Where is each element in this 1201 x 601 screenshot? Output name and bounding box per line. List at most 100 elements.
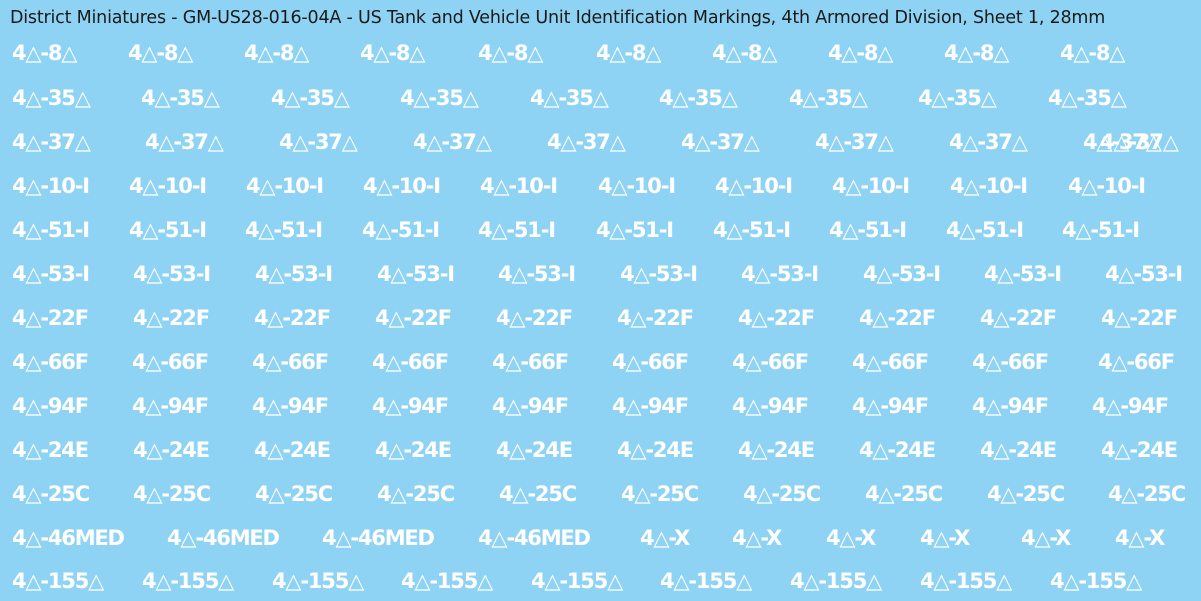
unit-marking: 4△-8△ — [128, 41, 193, 65]
unit-marking: 4△-35△ — [271, 86, 350, 110]
unit-marking: 4△-94F — [852, 394, 929, 418]
unit-marking: 4△-22F — [375, 306, 452, 330]
unit-marking: 4△-46MED — [478, 526, 591, 550]
marking-row: 4△-53-I 4△-53-I 4△-53-I 4△-53-I 4△-53-I 4△-53… — [0, 261, 1201, 297]
unit-marking: 4△-24E — [1101, 438, 1178, 462]
marking-row: 4△-10-I 4△-10-I 4△-10-I 4△-10-I 4△-10-I 4△-10… — [0, 173, 1201, 209]
unit-marking: 4△-35△ — [918, 86, 997, 110]
unit-marking: 4△-94F — [732, 394, 809, 418]
unit-marking: 4△-35△ — [12, 86, 91, 110]
unit-marking: 4△-X — [640, 526, 690, 550]
unit-marking: 4△-35△ — [789, 86, 868, 110]
unit-marking: 4△-37△ — [279, 130, 358, 154]
marking-row: 4△-66F 4△-66F 4△-66F 4△-66F 4△-66F 4△-66F 4△-6… — [0, 349, 1201, 385]
unit-marking: 4△-10-I — [715, 174, 793, 198]
unit-marking: 4△-8△ — [1060, 41, 1125, 65]
unit-marking: 4△-24E — [12, 438, 89, 462]
unit-marking: 4△-35△ — [530, 86, 609, 110]
unit-marking: 4△-155△ — [1050, 569, 1142, 593]
unit-marking: 4△-8△ — [828, 41, 893, 65]
unit-marking: 4△-51-I — [245, 218, 323, 242]
unit-marking: 4△-53-I — [1105, 262, 1183, 286]
unit-marking: 4△-24E — [133, 438, 210, 462]
unit-marking: 4△-8△ — [360, 41, 425, 65]
unit-marking: 4△-X — [920, 526, 970, 550]
unit-marking: 4△-66F — [732, 350, 809, 374]
unit-marking: 4△-24E — [254, 438, 331, 462]
unit-marking: 4△-53-I — [620, 262, 698, 286]
unit-marking: 4△-X — [826, 526, 876, 550]
unit-marking: 4△-51-I — [713, 218, 791, 242]
unit-marking: 4△-155△ — [12, 569, 104, 593]
unit-marking: 4△-8△ — [12, 41, 77, 65]
unit-marking: 4△-66F — [372, 350, 449, 374]
unit-marking: 4△-94F — [612, 394, 689, 418]
unit-marking: 4△-25C — [865, 482, 943, 506]
unit-marking: 4△-46MED — [167, 526, 280, 550]
unit-marking: 4△-24E — [375, 438, 452, 462]
unit-marking: 4△-66F — [972, 350, 1049, 374]
unit-marking: 4△-22F — [738, 306, 815, 330]
unit-marking: 4△-46MED — [12, 526, 125, 550]
unit-marking: 4△-22F — [617, 306, 694, 330]
unit-marking: 4△-24E — [617, 438, 694, 462]
unit-marking: 4△-35△ — [659, 86, 738, 110]
unit-marking: 4△-25C — [1108, 482, 1186, 506]
marking-row: 4△-24E 4△-24E 4△-24E 4△-24E 4△-24E 4△-24E 4△-2… — [0, 437, 1201, 473]
unit-marking: 4△-24E — [496, 438, 573, 462]
unit-marking: 4△-37△ — [12, 130, 91, 154]
unit-marking: 4△-37△ — [815, 130, 894, 154]
unit-marking: 4△-51-I — [12, 218, 90, 242]
unit-marking: 4△-10-I — [12, 174, 90, 198]
marking-row: 4△-35△ 4△-35△ 4△-35△ 4△-35△ 4△-35△ 4△-35△ 4△-3… — [0, 85, 1201, 121]
unit-marking: 4△-8△ — [944, 41, 1009, 65]
unit-marking: 4△-66F — [492, 350, 569, 374]
unit-marking: 4△-66F — [852, 350, 929, 374]
unit-marking: 4△-10-I — [950, 174, 1028, 198]
unit-marking: 4△-10-I — [246, 174, 324, 198]
unit-marking: 4△-25C — [377, 482, 455, 506]
unit-marking: 4△-10-I — [832, 174, 910, 198]
unit-marking: 4△-35△ — [141, 86, 220, 110]
marking-row: 4△-155△ 4△-155△ 4△-155△ 4△-155△ 4△-155△ 4△-15… — [0, 568, 1201, 601]
unit-marking: 4△-22F — [12, 306, 89, 330]
unit-marking: 4△-51-I — [1062, 218, 1140, 242]
unit-marking: 4△-51-I — [946, 218, 1024, 242]
unit-marking: 4△-24E — [738, 438, 815, 462]
unit-marking: 4△-8△ — [478, 41, 543, 65]
unit-marking: 4△-94F — [1092, 394, 1169, 418]
unit-marking: 4△-8△ — [244, 41, 309, 65]
unit-marking: 4△-51-I — [829, 218, 907, 242]
unit-marking: 4△-22F — [496, 306, 573, 330]
unit-marking: 4△-66F — [612, 350, 689, 374]
marking-row: 4△-94F 4△-94F 4△-94F 4△-94F 4△-94F 4△-94F 4△-9… — [0, 393, 1201, 429]
unit-marking: 4△-53-I — [255, 262, 333, 286]
unit-marking: 4△-X — [1115, 526, 1165, 550]
unit-marking: 4△-94F — [12, 394, 89, 418]
unit-marking: 4△-10-I — [363, 174, 441, 198]
unit-marking: 4△-8△ — [712, 41, 777, 65]
unit-marking: 4△-10-I — [129, 174, 207, 198]
unit-marking: 4△-37△ — [413, 130, 492, 154]
unit-marking: 4△-37△ — [1100, 130, 1179, 154]
unit-marking: 4△-53-I — [133, 262, 211, 286]
unit-marking: 4△-51-I — [596, 218, 674, 242]
unit-marking: 4△-53-I — [498, 262, 576, 286]
unit-marking: 4△-53-I — [12, 262, 90, 286]
unit-marking: 4△-51-I — [362, 218, 440, 242]
unit-marking: 4△-35△ — [400, 86, 479, 110]
unit-marking: 4△-22F — [859, 306, 936, 330]
unit-marking: 4△-37△ — [949, 130, 1028, 154]
unit-marking: 4△-22F — [980, 306, 1057, 330]
marking-row: 4△-37△ 4△-37△ 4△-37△ 4△-37△ 4△-37△ 4△-37△ 4△-3… — [0, 129, 1201, 165]
unit-marking: 4△-10-I — [480, 174, 558, 198]
marking-row: 4△-25C 4△-25C 4△-25C 4△-25C 4△-25C 4△-25C 4△-2… — [0, 481, 1201, 517]
unit-marking: 4△-53-I — [377, 262, 455, 286]
unit-marking: 4△-53-I — [984, 262, 1062, 286]
marking-row: 4△-51-I 4△-51-I 4△-51-I 4△-51-I 4△-51-I 4△-51… — [0, 217, 1201, 253]
unit-marking: 4△-155△ — [531, 569, 623, 593]
unit-marking: 4△-25C — [499, 482, 577, 506]
unit-marking: 4△-22F — [133, 306, 210, 330]
unit-marking: 4△-10-I — [598, 174, 676, 198]
